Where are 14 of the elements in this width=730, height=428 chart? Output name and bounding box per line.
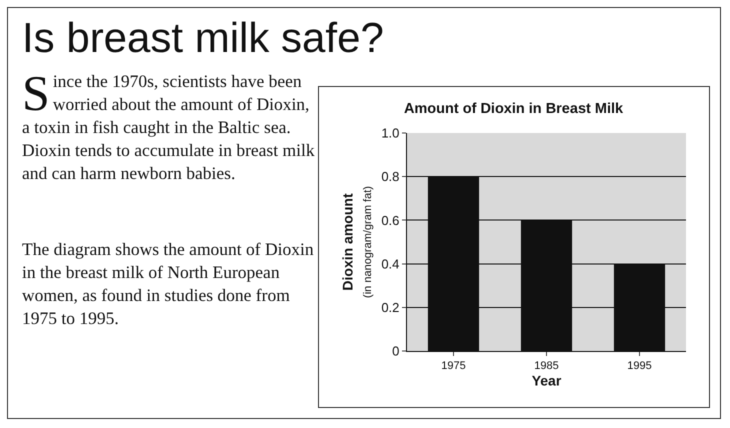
x-tick-label: 1995 (627, 360, 652, 372)
x-axis-title: Year (532, 372, 562, 388)
y-tick-label: 0.8 (381, 169, 400, 184)
y-axis-title: Dioxin amount (in nanogram/gram fat) (340, 186, 374, 298)
y-tick-label: 0 (392, 344, 400, 359)
text: The diagram shows the amount of Dioxin in the breast milk of North European women, as found in studies done from 1975 to 1995. (22, 238, 315, 330)
x-tick-label: 1975 (441, 360, 466, 372)
y-tick-label: 0.2 (381, 300, 400, 315)
y-tick-label: 0.4 (381, 256, 400, 272)
text: Is breast milk safe? (22, 14, 384, 62)
x-tick-label: 1985 (534, 360, 559, 372)
y-tick-label: 1.0 (381, 126, 400, 141)
y-tick-label: 0.6 (381, 212, 400, 228)
chart-title: Amount of Dioxin in Breast Milk (404, 101, 624, 118)
